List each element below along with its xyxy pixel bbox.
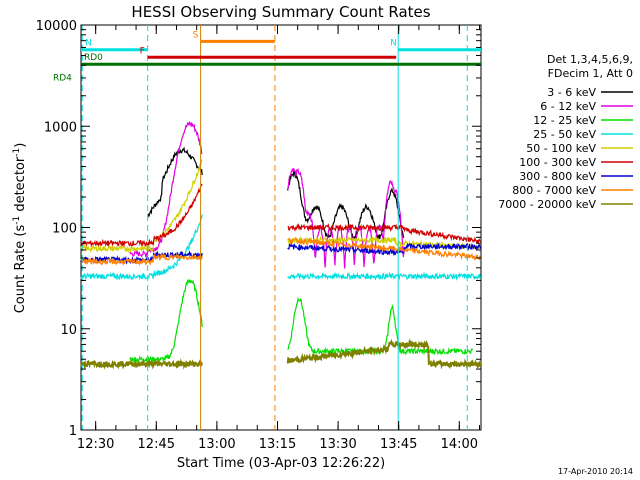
series-3-6keV xyxy=(147,146,405,240)
y-axis-label-main: Count Rate (s xyxy=(13,225,28,314)
x-tick-label: 12:30 xyxy=(77,437,114,452)
y-axis-label-sup2: -1 xyxy=(12,148,22,157)
y-tick-label: 100 xyxy=(52,222,77,237)
series-line xyxy=(80,237,481,267)
flag-label: N xyxy=(85,39,92,49)
legend-label: 6 - 12 keV xyxy=(540,100,596,113)
series-12-25keV xyxy=(129,278,474,364)
series-100-300keV xyxy=(80,183,481,248)
flag-label: S xyxy=(193,30,199,40)
legend-label: 25 - 50 keV xyxy=(533,128,596,141)
flag-label: F xyxy=(140,46,145,56)
y-tick-label: 1000 xyxy=(44,120,77,135)
y-axis: 1 10 100 1000 10000 xyxy=(36,19,481,439)
x-tick-label: 13:15 xyxy=(259,437,296,452)
legend-label: 12 - 25 keV xyxy=(533,114,596,127)
series-line xyxy=(80,159,481,254)
plot-area: N N S F RD0 RD4 xyxy=(53,25,482,430)
y-axis-label-mid: detector xyxy=(13,156,28,216)
y-axis-label-end: ) xyxy=(13,143,28,148)
y-tick-label: 10 xyxy=(60,323,77,338)
legend: Det 1,3,4,5,6,9, FDecim 1, Att 0 3 - 6 k… xyxy=(498,53,633,211)
series-7000-20000keV xyxy=(80,338,482,370)
series-line xyxy=(147,146,405,240)
y-axis-label-sup1: -1 xyxy=(12,216,22,225)
legend-label: 3 - 6 keV xyxy=(547,86,596,99)
legend-label: 300 - 800 keV xyxy=(519,170,596,183)
series-800-7000keV xyxy=(80,237,481,267)
series-line xyxy=(129,278,474,364)
y-axis-label: Count Rate (s-1 detector-1) xyxy=(12,143,28,314)
legend-label: 800 - 7000 keV xyxy=(512,184,596,197)
legend-label: 50 - 100 keV xyxy=(526,142,596,155)
legend-header-2: FDecim 1, Att 0 xyxy=(548,67,633,80)
legend-label: 7000 - 20000 keV xyxy=(498,198,596,211)
flag-label: RD0 xyxy=(84,53,103,63)
chart-title: HESSI Observing Summary Count Rates xyxy=(131,3,430,21)
x-tick-label: 13:30 xyxy=(319,437,356,452)
x-tick-label: 13:00 xyxy=(198,437,235,452)
flag-label: N xyxy=(390,39,397,49)
x-axis-label: Start Time (03-Apr-03 12:26:22) xyxy=(177,456,385,471)
flag-label: RD4 xyxy=(53,73,72,83)
footer-date: 17-Apr-2010 20:14 xyxy=(558,467,633,476)
y-tick-label: 10000 xyxy=(36,19,77,34)
legend-header-1: Det 1,3,4,5,6,9, xyxy=(547,53,633,66)
plot-frame xyxy=(80,24,482,431)
x-tick-label: 14:00 xyxy=(441,437,478,452)
x-tick-label: 12:45 xyxy=(138,437,175,452)
x-tick-label: 13:45 xyxy=(380,437,417,452)
x-axis: 12:30 12:45 13:00 13:15 13:30 13:45 14:00 xyxy=(77,25,481,452)
series-line xyxy=(80,183,481,248)
y-tick-label: 1 xyxy=(69,424,77,439)
legend-label: 100 - 300 keV xyxy=(519,156,596,169)
series-line xyxy=(80,338,482,370)
series-50-100keV xyxy=(80,159,481,254)
